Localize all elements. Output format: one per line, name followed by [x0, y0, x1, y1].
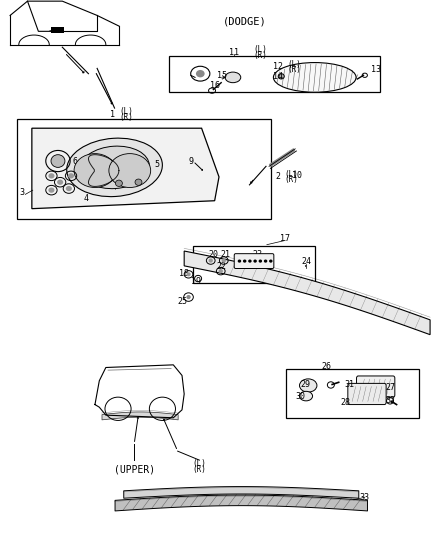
- Ellipse shape: [300, 379, 317, 392]
- Text: 22: 22: [216, 262, 226, 271]
- Text: 29: 29: [300, 381, 310, 390]
- Text: 33: 33: [360, 492, 370, 502]
- Bar: [17, 119, 271, 219]
- Text: (R): (R): [192, 465, 206, 474]
- Text: 24: 24: [301, 257, 311, 266]
- Ellipse shape: [116, 180, 122, 187]
- Ellipse shape: [269, 260, 272, 263]
- Ellipse shape: [248, 260, 252, 263]
- Text: 30: 30: [296, 392, 306, 401]
- Text: (L): (L): [284, 170, 298, 179]
- Polygon shape: [32, 128, 219, 209]
- Ellipse shape: [48, 188, 54, 193]
- Bar: [286, 368, 419, 418]
- Ellipse shape: [258, 260, 262, 263]
- Text: 19: 19: [191, 277, 201, 286]
- Text: 7: 7: [137, 173, 142, 182]
- Text: 25: 25: [177, 297, 187, 306]
- Text: (R): (R): [284, 175, 298, 184]
- Ellipse shape: [208, 259, 213, 263]
- Text: 23: 23: [252, 249, 262, 259]
- Text: 17: 17: [280, 234, 290, 243]
- Text: 1: 1: [110, 110, 115, 119]
- Ellipse shape: [51, 155, 65, 167]
- FancyBboxPatch shape: [234, 254, 274, 269]
- Ellipse shape: [238, 260, 241, 263]
- Text: 4: 4: [84, 193, 89, 203]
- Ellipse shape: [222, 259, 226, 263]
- Text: 10: 10: [292, 171, 302, 180]
- Ellipse shape: [67, 138, 162, 197]
- Text: 11: 11: [229, 48, 239, 57]
- Ellipse shape: [243, 260, 247, 263]
- Text: 15: 15: [218, 71, 227, 80]
- Ellipse shape: [57, 180, 63, 185]
- Text: 20: 20: [209, 249, 219, 259]
- Text: (L): (L): [253, 45, 267, 54]
- Text: 32: 32: [385, 396, 395, 405]
- Ellipse shape: [66, 186, 72, 191]
- Text: 27: 27: [386, 383, 396, 392]
- Ellipse shape: [109, 154, 151, 188]
- Ellipse shape: [225, 72, 241, 83]
- Ellipse shape: [74, 154, 116, 188]
- Ellipse shape: [80, 146, 149, 189]
- Text: 14: 14: [273, 72, 283, 81]
- Text: (DODGE): (DODGE): [223, 17, 267, 27]
- Ellipse shape: [278, 74, 284, 79]
- Ellipse shape: [264, 260, 267, 263]
- Text: 31: 31: [345, 380, 355, 389]
- Ellipse shape: [48, 173, 54, 179]
- Ellipse shape: [196, 70, 205, 77]
- Text: (L): (L): [288, 60, 302, 69]
- Ellipse shape: [273, 62, 356, 92]
- Text: 9: 9: [188, 157, 193, 166]
- Ellipse shape: [135, 179, 142, 185]
- Bar: [51, 27, 64, 33]
- Text: 13: 13: [371, 65, 381, 74]
- Text: (L): (L): [119, 107, 133, 116]
- Text: 28: 28: [340, 399, 350, 407]
- Text: 18: 18: [179, 269, 189, 278]
- Text: 2: 2: [275, 172, 280, 181]
- Text: 21: 21: [220, 249, 230, 259]
- Bar: [169, 56, 380, 92]
- Ellipse shape: [68, 173, 74, 179]
- Ellipse shape: [219, 269, 223, 273]
- Text: 26: 26: [322, 362, 332, 371]
- FancyBboxPatch shape: [357, 376, 395, 397]
- Text: (L): (L): [192, 459, 206, 469]
- Ellipse shape: [253, 260, 257, 263]
- Text: 16: 16: [210, 82, 219, 91]
- Text: (R): (R): [119, 112, 133, 122]
- Text: 12: 12: [273, 62, 283, 71]
- Ellipse shape: [186, 295, 191, 299]
- Text: (R): (R): [288, 65, 302, 74]
- Text: 8: 8: [116, 171, 120, 180]
- Ellipse shape: [186, 272, 191, 277]
- Text: 6: 6: [72, 157, 77, 166]
- Bar: [193, 246, 315, 283]
- Polygon shape: [184, 251, 430, 335]
- Text: (R): (R): [253, 51, 267, 60]
- Text: (UPPER): (UPPER): [113, 464, 155, 474]
- Text: 3: 3: [20, 188, 25, 197]
- Ellipse shape: [300, 391, 313, 401]
- Text: 5: 5: [155, 160, 160, 169]
- FancyBboxPatch shape: [348, 383, 386, 405]
